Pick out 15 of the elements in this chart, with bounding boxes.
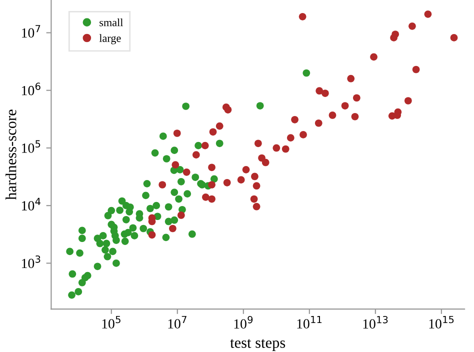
- x-tick-label: 10$^{11}$: [297, 316, 322, 328]
- x-tick-label: 10$^{5}$: [102, 316, 120, 328]
- legend-label: small: [100, 18, 123, 26]
- y-tick-label: 10$^{5}$: [22, 140, 40, 153]
- x-tick-label: 10$^{9}$: [234, 316, 253, 329]
- legend-label: large: [99, 34, 121, 44]
- x-tick-label: 10$^{7}$: [168, 316, 186, 328]
- y-tick-label: 10$^{7}$: [22, 25, 40, 38]
- y-axis-title: hardness-score: [6, 110, 16, 200]
- x-tick-label: 10$^{13}$: [363, 316, 388, 329]
- y-tick-label: 10$^{4}$: [22, 198, 40, 210]
- x-tick-label: 10$^{15}$: [429, 316, 454, 328]
- y-tick-label: 10$^{6}$: [22, 82, 40, 96]
- y-tick-label: 10$^{3}$: [22, 255, 40, 268]
- x-axis-title: test steps: [230, 339, 286, 351]
